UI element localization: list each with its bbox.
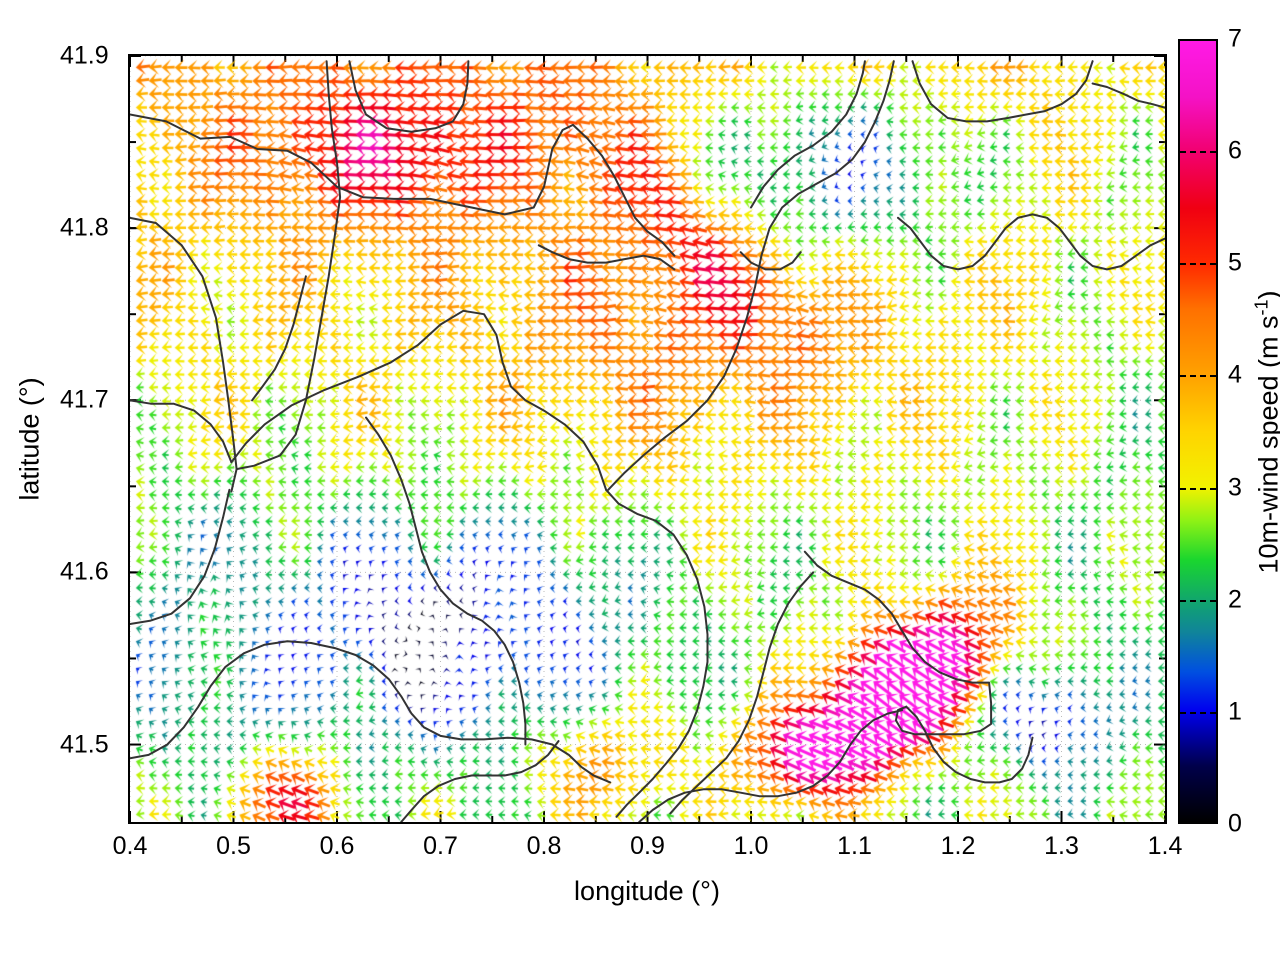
contour-line	[1091, 82, 1165, 109]
contour-line	[251, 275, 307, 402]
colorbar-tick-label: 7	[1228, 24, 1242, 53]
x-tick-label: 0.5	[216, 832, 251, 860]
contour-line	[897, 213, 1165, 271]
colorbar-title-exponent: -1	[1251, 299, 1272, 316]
colorbar-tick-label: 1	[1228, 697, 1242, 726]
contour-line	[607, 60, 895, 491]
contour-line	[130, 488, 231, 625]
contour-line	[365, 416, 527, 746]
colorbar-tick-label: 5	[1228, 248, 1242, 277]
y-tick-label: 41.8	[60, 213, 109, 242]
colorbar-tick-mark	[1180, 263, 1216, 266]
colorbar-tick-label: 0	[1228, 809, 1242, 838]
colorbar-gradient	[1178, 39, 1218, 824]
colorbar-tick-mark	[1180, 711, 1216, 714]
colorbar-tick-label: 2	[1228, 585, 1242, 614]
x-tick-label: 1.2	[940, 832, 976, 860]
colorbar-tick-mark	[1180, 151, 1216, 154]
colorbar-title-text: 10m-wind speed (m s	[1253, 315, 1280, 574]
colorbar-tick-mark	[1180, 375, 1216, 378]
contour-line	[638, 709, 904, 822]
contour-line	[130, 399, 233, 464]
contour-line	[669, 571, 815, 815]
colorbar-tick-mark	[1180, 599, 1216, 602]
y-axis-title: latitude (°)	[14, 377, 45, 501]
contour-line	[130, 640, 612, 784]
colorbar-tick-label: 3	[1228, 473, 1242, 502]
x-tick-label: 0.7	[423, 832, 458, 860]
contour-line	[911, 60, 1094, 123]
colorbar-tick-mark	[1180, 487, 1216, 490]
colorbar-tick-label: 6	[1228, 136, 1242, 165]
colorbar-tick-label: 4	[1228, 360, 1242, 389]
contour-line	[572, 123, 676, 257]
contour-line	[348, 60, 470, 133]
contour-line	[605, 488, 709, 818]
contour-line	[400, 740, 560, 822]
plot-area	[128, 54, 1167, 824]
contour-line	[235, 60, 342, 471]
x-axis-title: longitude (°)	[574, 876, 720, 906]
x-tick-label: 1.3	[1044, 832, 1079, 860]
colorbar-title: 10m-wind speed (m s-1)	[1252, 290, 1280, 573]
y-tick-label: 41.6	[60, 557, 109, 586]
wind-vector-field	[130, 56, 1165, 822]
x-tick-label: 1.1	[837, 832, 872, 860]
contour-line	[230, 309, 608, 491]
colorbar-title-tail: )	[1254, 290, 1280, 299]
x-tick-label: 1.0	[733, 832, 769, 860]
y-tick-label: 41.9	[60, 41, 109, 70]
contour-line	[905, 705, 1034, 784]
contour-line	[130, 216, 238, 493]
terrain-contour-lines	[130, 60, 1165, 822]
x-tick-label: 0.8	[526, 832, 562, 860]
x-tick-label: 0.6	[319, 832, 355, 860]
colorbar	[1178, 39, 1218, 824]
y-tick-label: 41.7	[60, 385, 109, 414]
contour-line	[803, 550, 993, 736]
contour-line	[739, 251, 802, 271]
contour-line	[130, 113, 574, 216]
y-tick-label: 41.5	[60, 730, 109, 759]
x-tick-label: 1.4	[1147, 832, 1183, 860]
x-tick-label: 0.9	[630, 832, 665, 860]
x-tick-label: 0.4	[112, 832, 148, 860]
contour-line	[750, 60, 866, 209]
contour-line	[537, 244, 676, 271]
